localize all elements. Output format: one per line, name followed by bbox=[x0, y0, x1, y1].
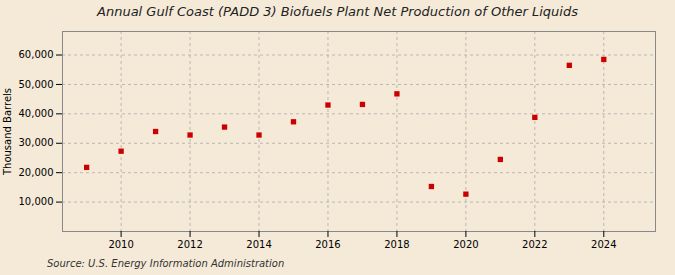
svg-text:10,000: 10,000 bbox=[19, 196, 54, 207]
svg-text:2010: 2010 bbox=[108, 239, 133, 250]
svg-text:50,000: 50,000 bbox=[19, 79, 54, 90]
svg-text:2022: 2022 bbox=[522, 239, 547, 250]
html-text:Source: U.S. Energy Informatio: Source: U.S. Energy Information Administ… bbox=[47, 258, 285, 269]
svg-text:60,000: 60,000 bbox=[19, 49, 54, 60]
svg-text:2014: 2014 bbox=[246, 239, 271, 250]
svg-text:40,000: 40,000 bbox=[19, 108, 54, 119]
svg-text:2020: 2020 bbox=[453, 239, 478, 250]
svg-text:2018: 2018 bbox=[384, 239, 409, 250]
svg-text:30,000: 30,000 bbox=[19, 137, 54, 148]
svg-text:2024: 2024 bbox=[591, 239, 616, 250]
svg-text:2012: 2012 bbox=[177, 239, 202, 250]
svg-text:Thousand Barrels: Thousand Barrels bbox=[2, 88, 13, 176]
svg-text:20,000: 20,000 bbox=[19, 167, 54, 178]
svg-text:2016: 2016 bbox=[315, 239, 340, 250]
html-text:Annual Gulf Coast (PADD 3) Bio: Annual Gulf Coast (PADD 3) Biofuels Plan… bbox=[97, 4, 578, 19]
